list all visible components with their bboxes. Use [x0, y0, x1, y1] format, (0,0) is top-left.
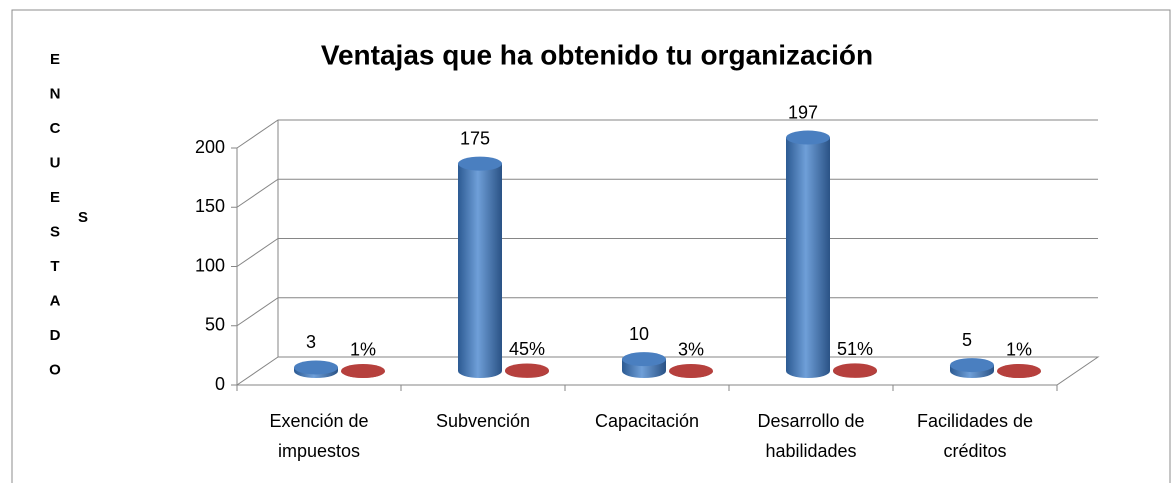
chart-title: Ventajas que ha obtenido tu organización — [321, 39, 873, 70]
data-label: 3 — [306, 332, 316, 352]
y-tick-label: 150 — [195, 196, 225, 216]
data-label: 45% — [509, 339, 545, 359]
cylinder-top — [997, 363, 1041, 378]
cylinder-top — [458, 156, 502, 171]
y-axis-label: E N C U E S T A D OS — [49, 51, 88, 379]
x-tick-label: Capacitación — [595, 411, 699, 431]
cylinder-top — [950, 358, 994, 373]
x-tick-label: Facilidades de créditos — [917, 411, 1033, 461]
x-tick-label: Desarrollo de habilidades — [757, 411, 864, 461]
y-tick-label: 0 — [215, 374, 225, 394]
chart-frame — [11, 9, 1171, 483]
data-label: 1% — [350, 340, 376, 360]
y-tick-label: 50 — [205, 315, 225, 335]
floor — [235, 356, 1100, 386]
data-label: 175 — [460, 128, 490, 148]
data-label: 1% — [1006, 340, 1032, 360]
cylinder — [458, 163, 502, 378]
data-label: 51% — [837, 339, 873, 359]
grid-line — [236, 178, 1098, 208]
cylinder — [786, 137, 830, 378]
cylinder-top — [669, 363, 713, 378]
x-tick-label: Subvención — [436, 411, 530, 431]
y-tick-label: 200 — [195, 137, 225, 157]
cylinder-top — [833, 363, 877, 378]
x-tick-label: Exención de impuestos — [269, 411, 368, 461]
data-label: 5 — [962, 330, 972, 350]
cylinder-top — [622, 352, 666, 367]
grid-line — [236, 297, 1098, 327]
grid-line — [236, 238, 1098, 267]
y-tick-label: 100 — [195, 255, 225, 275]
cylinder-top — [786, 130, 830, 145]
cylinder-top — [341, 363, 385, 378]
cylinder-top — [505, 363, 549, 378]
data-label: 3% — [678, 340, 704, 360]
cylinder-top — [294, 360, 338, 375]
data-label: 197 — [788, 102, 818, 122]
data-label: 10 — [629, 324, 649, 344]
grid-line — [236, 119, 1098, 149]
